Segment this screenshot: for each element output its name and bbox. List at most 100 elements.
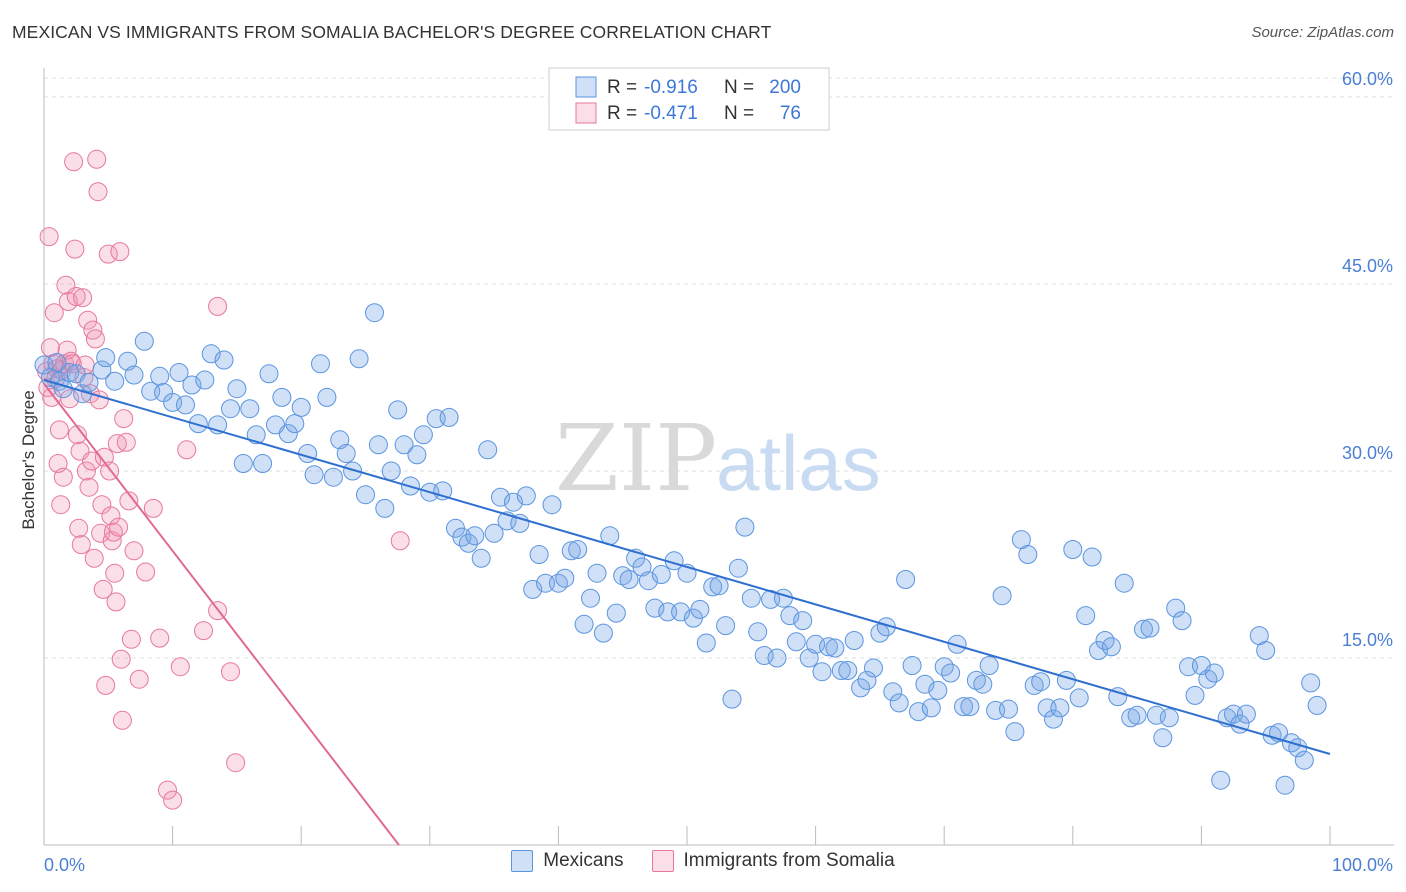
mexicans-point (587, 563, 607, 583)
mexicans-point (966, 670, 986, 690)
mexicans-point (561, 541, 581, 561)
mexicans-point (838, 661, 858, 680)
mexicans-point (323, 467, 343, 487)
mexicans-point (1294, 750, 1314, 770)
somalia-point (112, 710, 132, 730)
somalia-point (65, 239, 85, 259)
somalia-point (76, 461, 96, 481)
mexicans-point (619, 570, 639, 589)
mexicans-point (1204, 663, 1224, 683)
y-tick-label-0: 15.0% (1342, 630, 1393, 650)
somalia-point (78, 310, 98, 330)
mexicans-point (458, 533, 478, 553)
somalia-point (158, 780, 177, 800)
mexicans-point (593, 623, 613, 643)
legend-n-value-1: 200 (769, 77, 801, 98)
mexicans-point (883, 682, 903, 702)
mexicans-point (928, 680, 948, 700)
mexicans-point (388, 400, 408, 420)
mexicans-point (349, 349, 369, 369)
y-tick-labels: 15.0% 30.0% 45.0% 60.0% (1342, 69, 1393, 650)
mexicans-point (529, 545, 549, 564)
legend-swatch-mexicans (575, 76, 597, 98)
mexicans-point (555, 568, 575, 588)
somalia-point (150, 628, 170, 648)
mexicans-point (1275, 775, 1295, 795)
legend-box: R = -0.916 N = 200 R = -0.471 N = 76 (548, 67, 830, 131)
mexicans-point (465, 526, 485, 546)
somalia-point (69, 518, 89, 538)
mexicans-point (150, 366, 170, 386)
somalia-point (136, 562, 156, 582)
mexicans-point (651, 565, 671, 584)
somalia-point (226, 753, 246, 773)
y-axis-label: Bachelor's Degree (19, 390, 38, 529)
mexicans-point (233, 454, 253, 473)
source-credit: Source: ZipAtlas.com (1251, 24, 1394, 41)
mexicans-point (1108, 687, 1128, 707)
mexicans-point (1024, 675, 1044, 695)
somalia-point (121, 629, 141, 649)
mexicans-point (947, 634, 967, 654)
somalia-point (44, 303, 64, 323)
mexicans-point (195, 370, 215, 390)
mexicans-point (53, 379, 73, 399)
mexicans-point (1114, 573, 1134, 593)
somalia-point (82, 451, 102, 471)
mexicans-point (381, 461, 401, 481)
mexicans-point (748, 622, 768, 642)
mexicans-point (246, 425, 266, 445)
mexicans-point (259, 364, 279, 384)
mexicans-point (542, 495, 562, 515)
mexicans-point (92, 360, 112, 380)
mexicans-point (954, 697, 973, 717)
mexicans-point (227, 379, 247, 399)
mexicans-point (889, 693, 909, 713)
mexicans-point (606, 603, 626, 623)
somalia-point (88, 182, 108, 202)
somalia-point (49, 420, 69, 440)
mexicans-point (1101, 637, 1121, 657)
somalia-point (111, 649, 131, 669)
mexicans-point (1307, 695, 1327, 715)
y-tick-label-2: 45.0% (1342, 256, 1393, 276)
mexicans-point (365, 303, 384, 323)
somalia-point (124, 541, 144, 561)
bottom-legend-mexicans: Mexicans (511, 850, 624, 872)
somalia-point (93, 579, 113, 599)
mexicans-point (819, 637, 838, 657)
mexicans-point (1172, 611, 1192, 631)
mexicans-point (471, 548, 491, 568)
bottom-legend-swatch-mexicans (511, 850, 534, 872)
series-mexicans-points (34, 303, 1327, 795)
mexicans-point (394, 435, 414, 455)
legend-r-label-1: R = (607, 77, 637, 98)
somalia-point (119, 491, 139, 511)
somalia-point (114, 409, 134, 429)
mexicans-point (831, 661, 851, 680)
mexicans-point (176, 395, 195, 415)
legend-r-value-1: -0.916 (644, 77, 698, 98)
mexicans-point (773, 588, 793, 608)
somalia-point (51, 495, 71, 515)
mexicans-point (96, 348, 116, 368)
somalia-point (103, 522, 123, 542)
mexicans-point (999, 699, 1018, 719)
mexicans-point (523, 579, 543, 599)
mexicans-point (921, 698, 941, 718)
bottom-legend-swatch-somalia (651, 850, 674, 872)
mexicans-point (960, 697, 980, 717)
somalia-point (170, 657, 190, 677)
mexicans-point (1056, 670, 1076, 690)
mexicans-point (703, 577, 723, 597)
trend-lines (43, 379, 1331, 846)
somalia-point (109, 517, 129, 537)
mexicans-point (79, 373, 99, 392)
mexicans-point (1127, 705, 1147, 725)
mexicans-point (134, 331, 154, 351)
bottom-legend-label-mexicans: Mexicans (543, 850, 624, 871)
mexicans-point (1050, 698, 1070, 718)
mexicans-point (1005, 722, 1025, 742)
mexicans-point (182, 375, 202, 395)
